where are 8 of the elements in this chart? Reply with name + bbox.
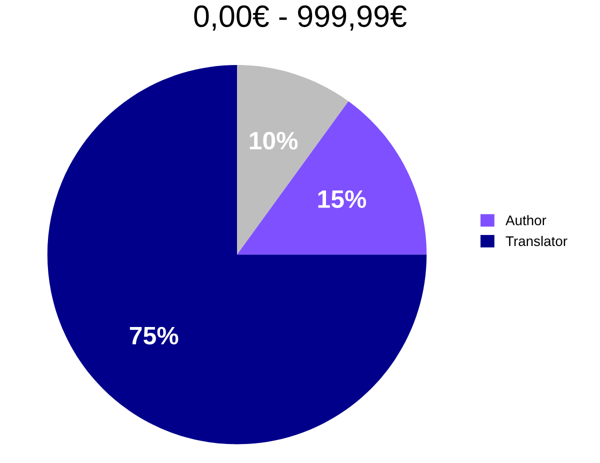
legend-label: Translator <box>506 236 568 246</box>
chart-title: 0,00€ - 999,99€ <box>194 5 407 31</box>
data-label: 10% <box>250 132 298 150</box>
pie-slice <box>47 65 427 444</box>
pie-slice <box>237 101 427 255</box>
data-label: 75% <box>130 326 178 344</box>
data-label: 15% <box>318 190 366 208</box>
legend-label: Author <box>506 215 546 226</box>
